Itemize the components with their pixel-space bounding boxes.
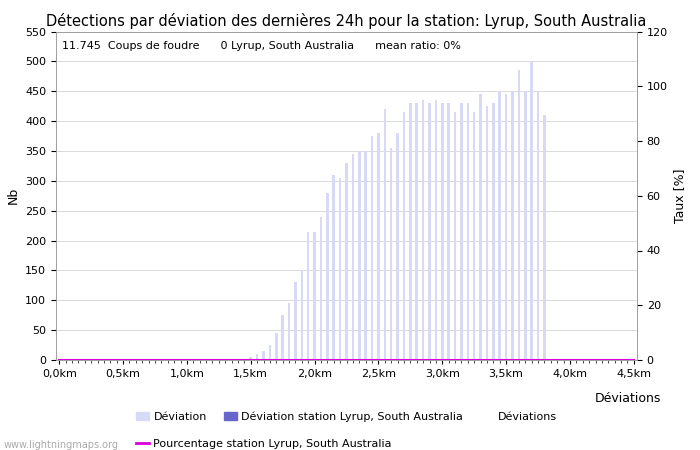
- Bar: [422, 100, 424, 360]
- Bar: [517, 70, 520, 360]
- Bar: [524, 91, 526, 360]
- Bar: [505, 94, 508, 360]
- Bar: [377, 133, 379, 360]
- Bar: [358, 151, 360, 360]
- Bar: [409, 103, 412, 360]
- Bar: [314, 232, 316, 360]
- Bar: [492, 103, 495, 360]
- Bar: [351, 154, 354, 360]
- Bar: [543, 115, 546, 360]
- Bar: [249, 357, 252, 360]
- Bar: [326, 193, 328, 360]
- Bar: [262, 351, 265, 360]
- Bar: [384, 109, 386, 360]
- Text: www.lightningmaps.org: www.lightningmaps.org: [4, 440, 118, 450]
- Bar: [466, 103, 469, 360]
- Bar: [498, 91, 501, 360]
- Bar: [371, 136, 373, 360]
- Title: Détections par déviation des dernières 24h pour la station: Lyrup, South Austral: Détections par déviation des dernières 2…: [46, 13, 647, 29]
- Bar: [275, 333, 277, 360]
- Bar: [441, 103, 444, 360]
- Bar: [435, 100, 438, 360]
- Bar: [396, 133, 399, 360]
- Bar: [256, 354, 258, 360]
- Bar: [294, 282, 297, 360]
- Bar: [365, 151, 367, 360]
- Bar: [300, 270, 303, 360]
- Bar: [339, 178, 342, 360]
- Legend: Pourcentage station Lyrup, South Australia: Pourcentage station Lyrup, South Austral…: [132, 434, 396, 450]
- Bar: [460, 103, 463, 360]
- Bar: [390, 148, 393, 360]
- Bar: [537, 91, 539, 360]
- Text: 11.745  Coups de foudre      0 Lyrup, South Australia      mean ratio: 0%: 11.745 Coups de foudre 0 Lyrup, South Au…: [62, 41, 461, 51]
- Bar: [281, 315, 284, 360]
- Bar: [454, 112, 456, 360]
- Bar: [480, 94, 482, 360]
- Bar: [345, 163, 348, 360]
- Text: Déviations: Déviations: [595, 392, 662, 405]
- Bar: [269, 345, 271, 360]
- Bar: [332, 175, 335, 360]
- Bar: [320, 216, 322, 360]
- Bar: [486, 106, 488, 360]
- Bar: [428, 103, 430, 360]
- Bar: [447, 103, 450, 360]
- Y-axis label: Taux [%]: Taux [%]: [673, 168, 687, 223]
- Bar: [531, 61, 533, 360]
- Bar: [511, 91, 514, 360]
- Bar: [402, 112, 405, 360]
- Y-axis label: Nb: Nb: [6, 187, 20, 204]
- Bar: [288, 303, 290, 360]
- Bar: [416, 103, 418, 360]
- Bar: [473, 112, 475, 360]
- Bar: [307, 232, 309, 360]
